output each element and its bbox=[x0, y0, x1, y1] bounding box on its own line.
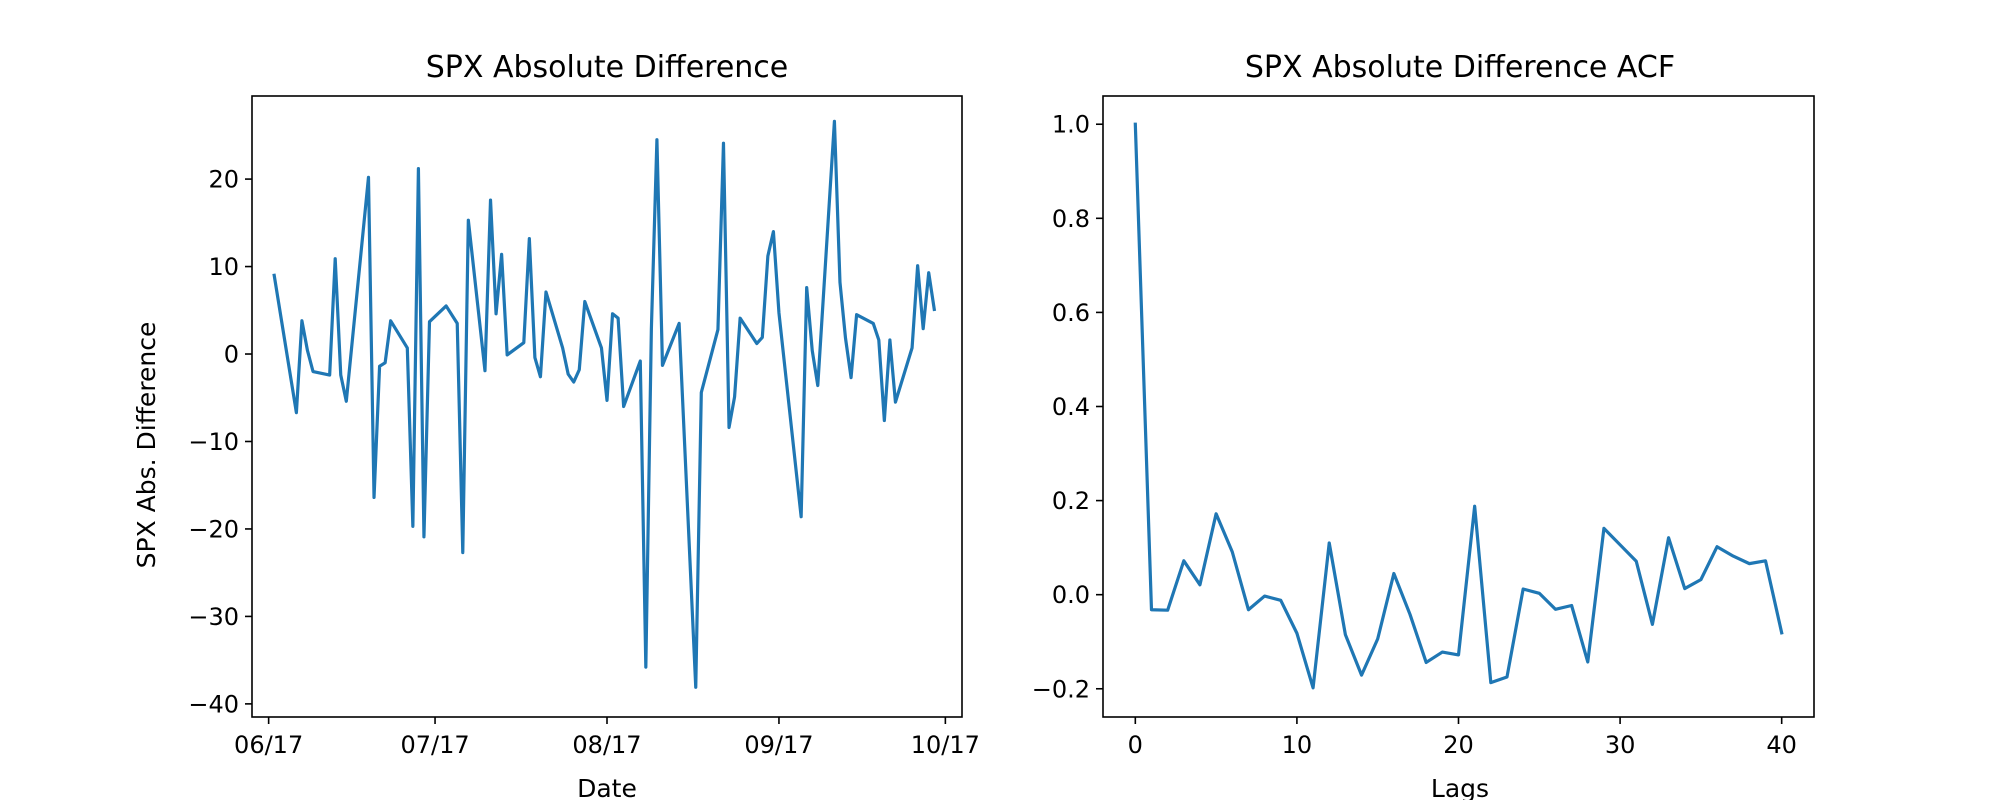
chart-title: SPX Absolute Difference ACF bbox=[1245, 50, 1675, 85]
y-tick-label: 1.0 bbox=[1052, 111, 1090, 139]
x-tick-label: 06/17 bbox=[234, 731, 303, 759]
chart-title: SPX Absolute Difference bbox=[426, 50, 789, 85]
x-axis-label: Date bbox=[577, 774, 637, 800]
panel-spx-abs-difference-acf: SPX Absolute Difference ACF Lags 0 10 20 30… bbox=[1032, 50, 1815, 800]
y-tick-label: −20 bbox=[188, 515, 239, 543]
x-tick-label: 10/17 bbox=[911, 731, 980, 759]
plot-frame bbox=[251, 95, 963, 718]
x-tick-label: 10 bbox=[1282, 731, 1313, 759]
panel-spx-abs-difference: SPX Absolute Difference Date SPX Abs. Di… bbox=[132, 50, 980, 800]
x-tick-label: 07/17 bbox=[400, 731, 469, 759]
y-tick-label: 0.4 bbox=[1052, 393, 1090, 421]
plot-frame bbox=[1102, 95, 1815, 718]
y-ticks: −0.2 0.0 0.2 0.4 0.6 0.8 1.0 bbox=[1032, 111, 1103, 703]
x-tick-label: 09/17 bbox=[744, 731, 813, 759]
y-tick-label: 0.2 bbox=[1052, 487, 1090, 515]
y-tick-label: 0.8 bbox=[1052, 205, 1090, 233]
series-line bbox=[272, 119, 937, 689]
x-tick-label: 0 bbox=[1128, 731, 1143, 759]
x-ticks: 06/17 07/17 08/17 09/17 10/17 bbox=[234, 717, 980, 759]
y-tick-label: −10 bbox=[188, 428, 239, 456]
y-tick-label: 20 bbox=[208, 166, 239, 194]
x-tick-label: 20 bbox=[1443, 731, 1474, 759]
y-tick-label: 10 bbox=[208, 253, 239, 281]
y-tick-label: 0 bbox=[224, 341, 239, 369]
x-tick-label: 40 bbox=[1766, 731, 1797, 759]
y-tick-label: 0.6 bbox=[1052, 299, 1090, 327]
y-axis-label: SPX Abs. Difference bbox=[132, 322, 161, 569]
y-tick-label: −30 bbox=[188, 603, 239, 631]
x-axis-label: Lags bbox=[1431, 774, 1489, 800]
series-line bbox=[1133, 122, 1784, 690]
y-tick-label: 0.0 bbox=[1052, 581, 1090, 609]
x-ticks: 0 10 20 30 40 bbox=[1128, 717, 1797, 759]
x-tick-label: 08/17 bbox=[572, 731, 641, 759]
y-ticks: −40 −30 −20 −10 0 10 20 bbox=[188, 166, 252, 718]
x-tick-label: 30 bbox=[1605, 731, 1636, 759]
y-tick-label: −40 bbox=[188, 690, 239, 718]
y-tick-label: −0.2 bbox=[1032, 675, 1090, 703]
